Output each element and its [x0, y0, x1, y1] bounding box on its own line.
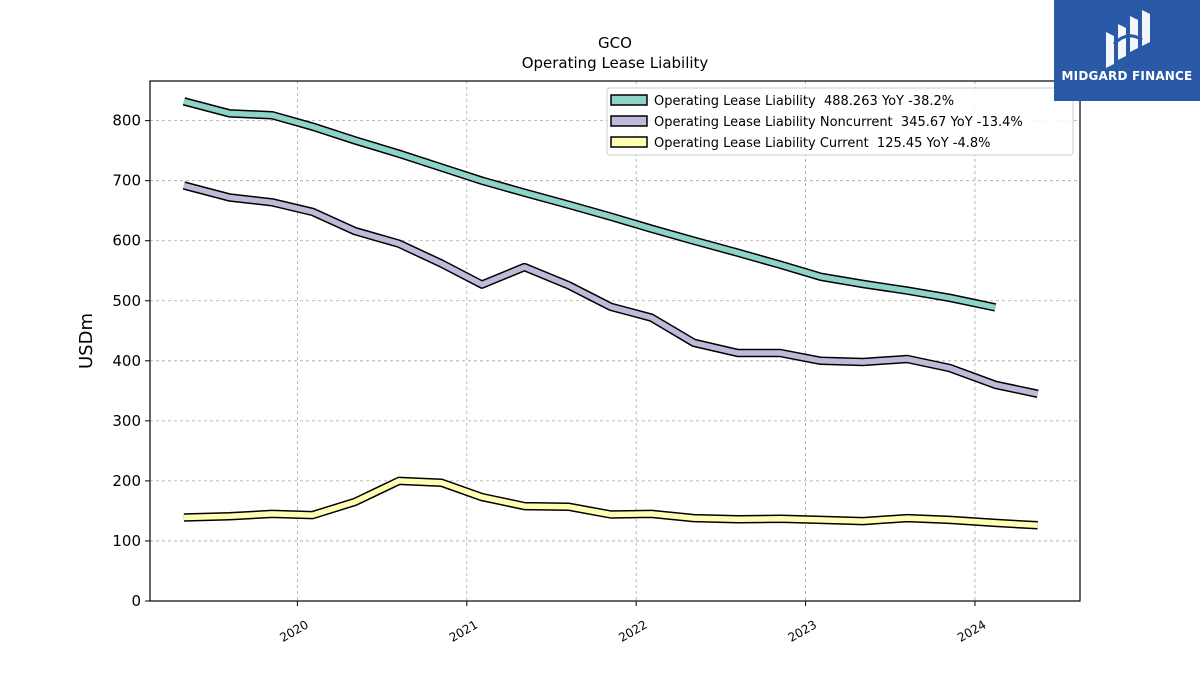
x-tick-label: 2021 [447, 617, 480, 644]
series-layer [182, 97, 1039, 530]
y-tick-label: 200 [112, 472, 141, 490]
legend-swatch [610, 115, 648, 127]
x-tick-label: 2023 [786, 617, 819, 644]
x-tick-label: 2020 [277, 617, 310, 644]
x-tick-label: 2024 [955, 617, 988, 644]
y-tick-label: 800 [112, 112, 141, 130]
legend-box [606, 87, 1074, 156]
y-axis-label: USDm [76, 313, 97, 369]
y-tick-label: 500 [112, 292, 141, 310]
chart-title: GCO [598, 34, 632, 52]
chart-subtitle: Operating Lease Liability [522, 54, 709, 72]
logo-text: MIDGARD FINANCE [1061, 69, 1193, 83]
legend-entry: Operating Lease Liability 488.263 YoY -3… [654, 94, 954, 109]
y-tick-label: 400 [112, 352, 141, 370]
series-line [183, 182, 1039, 397]
legend-swatch [610, 94, 648, 106]
plot-frame [149, 80, 1081, 602]
y-axis: 0 100 200 300 400 500 600 700 800 [112, 112, 150, 610]
legend-swatch [610, 136, 648, 148]
y-tick-label: 700 [112, 172, 141, 190]
x-tick-label: 2022 [616, 617, 649, 644]
y-tick-label: 300 [112, 412, 141, 430]
legend-entry: Operating Lease Liability Noncurrent 345… [654, 115, 1023, 130]
logo-mark-icon [1106, 10, 1150, 68]
y-tick-label: 600 [112, 232, 141, 250]
y-tick-label: 100 [112, 532, 141, 550]
series-line [183, 478, 1038, 529]
x-axis: 2020 2021 2022 2023 2024 [277, 601, 988, 645]
legend-entry: Operating Lease Liability Current 125.45… [654, 136, 991, 151]
series-line [183, 98, 996, 311]
midgard-finance-logo: MIDGARD FINANCE [1054, 0, 1200, 101]
legend: Operating Lease Liability 488.263 YoY -3… [606, 87, 1074, 156]
y-tick-label: 0 [131, 592, 141, 610]
